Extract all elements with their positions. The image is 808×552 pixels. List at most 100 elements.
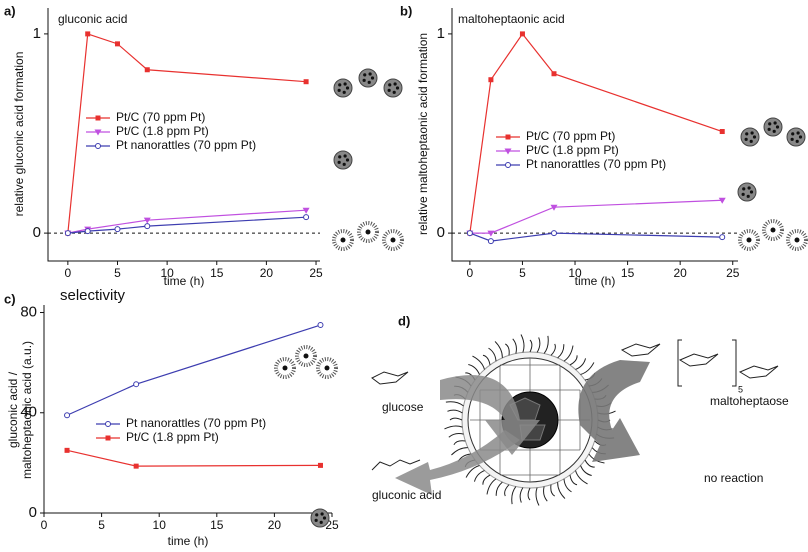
marker xyxy=(94,129,102,136)
particle-icon xyxy=(763,117,783,137)
legend-label: Pt nanorattles (70 ppm Pt) xyxy=(526,157,666,171)
particle-dot xyxy=(342,90,346,94)
particle-dot xyxy=(343,154,347,158)
particle-icon xyxy=(358,68,378,88)
marker xyxy=(64,230,71,237)
marker xyxy=(95,115,101,121)
particle-dot xyxy=(768,122,772,126)
x-tick-label: 20 xyxy=(268,518,282,532)
particle-dot xyxy=(767,127,771,131)
particle-icon xyxy=(333,150,353,170)
marker xyxy=(550,230,557,237)
series-line xyxy=(469,199,723,234)
particle-dot xyxy=(393,82,397,86)
particle-dot xyxy=(773,121,777,125)
molecule-malto xyxy=(620,339,779,387)
x-axis-label: time (h) xyxy=(164,274,205,288)
legend-label: Pt/C (70 ppm Pt) xyxy=(116,110,205,124)
particle-dot xyxy=(319,520,323,524)
marker xyxy=(64,412,71,419)
particle-dot xyxy=(795,139,799,143)
arrow-in xyxy=(440,375,540,455)
y-tick-label: 0 xyxy=(437,224,445,241)
rattle-core xyxy=(303,353,309,359)
particle-dot xyxy=(362,78,366,82)
particle-dot xyxy=(388,83,392,87)
marker xyxy=(550,204,558,211)
series-line xyxy=(67,216,307,234)
legend-label: Pt nanorattles (70 ppm Pt) xyxy=(126,416,266,430)
particle-dot xyxy=(345,158,350,162)
chart-title: maltoheptaonic acid xyxy=(458,12,565,26)
marker xyxy=(551,71,557,77)
particle-icon xyxy=(333,78,353,98)
particle-dot xyxy=(395,86,400,90)
y-tick-label: 0 xyxy=(29,504,37,521)
particle-dot xyxy=(342,162,346,166)
arrow-blocked xyxy=(578,360,650,462)
marker xyxy=(64,447,70,453)
particle-dot xyxy=(338,83,342,87)
chart-title: gluconic acid xyxy=(58,12,127,26)
legend-label: Pt/C (1.8 ppm Pt) xyxy=(526,143,619,157)
particle-dot xyxy=(744,137,748,141)
panel-label: c) xyxy=(4,291,16,306)
panel-label: a) xyxy=(4,3,16,18)
x-tick-label: 5 xyxy=(98,518,105,532)
particle-dot xyxy=(370,76,375,80)
marker xyxy=(505,134,511,140)
rattle-core xyxy=(746,237,752,243)
particle-dot xyxy=(750,131,754,135)
marker xyxy=(719,129,725,135)
particle-dot xyxy=(747,186,751,190)
marker xyxy=(84,228,91,235)
x-tick-label: 0 xyxy=(41,518,48,532)
diagram xyxy=(371,334,779,506)
particle-dot xyxy=(745,132,749,136)
y-tick-label: 0 xyxy=(33,224,41,241)
particle-dot xyxy=(343,82,347,86)
marker xyxy=(114,226,121,233)
marker xyxy=(505,162,511,168)
y-tick-label: 1 xyxy=(437,25,445,42)
marker xyxy=(85,31,91,37)
particle-dot xyxy=(746,194,750,198)
particle-dot xyxy=(741,192,745,196)
particle-dot xyxy=(320,512,324,516)
rattle-core xyxy=(365,229,371,235)
rattle-core xyxy=(794,237,800,243)
marker xyxy=(303,214,310,221)
particle-dot xyxy=(322,516,327,520)
marker xyxy=(466,230,473,237)
legend-label: Pt/C (70 ppm Pt) xyxy=(526,129,615,143)
y-tick-label: 40 xyxy=(20,404,37,421)
marker xyxy=(317,462,323,468)
series-line xyxy=(469,232,723,242)
marker xyxy=(519,31,525,37)
panel-label: d) xyxy=(398,313,410,328)
x-tick-label: 25 xyxy=(309,266,323,280)
particle-dot xyxy=(387,88,391,92)
particle-dot xyxy=(314,518,318,522)
series-line xyxy=(67,209,307,234)
legend-label: Pt/C (1.8 ppm Pt) xyxy=(126,430,219,444)
particle-dot xyxy=(749,190,754,194)
particle-dot xyxy=(790,137,794,141)
particle-dot xyxy=(749,139,753,143)
particle-icon xyxy=(737,182,757,202)
particle-dot xyxy=(337,160,341,164)
y-axis-label: relative maltoheptaonic acid formation xyxy=(416,33,430,235)
particle-dot xyxy=(337,88,341,92)
axis xyxy=(47,8,320,262)
marker xyxy=(105,421,111,427)
particle-icon xyxy=(740,127,760,147)
molecule-glucose xyxy=(371,371,409,385)
chart: b) maltoheptaonic acid 0 5 10 15 20 25 0 1 time (h… xyxy=(400,3,740,288)
particle-icon xyxy=(383,78,403,98)
chart-title: selectivity xyxy=(60,287,126,304)
molecule-label: maltoheptaose xyxy=(710,394,789,408)
x-tick-label: 20 xyxy=(673,266,687,280)
x-tick-label: 20 xyxy=(260,266,274,280)
x-tick-label: 10 xyxy=(153,518,167,532)
